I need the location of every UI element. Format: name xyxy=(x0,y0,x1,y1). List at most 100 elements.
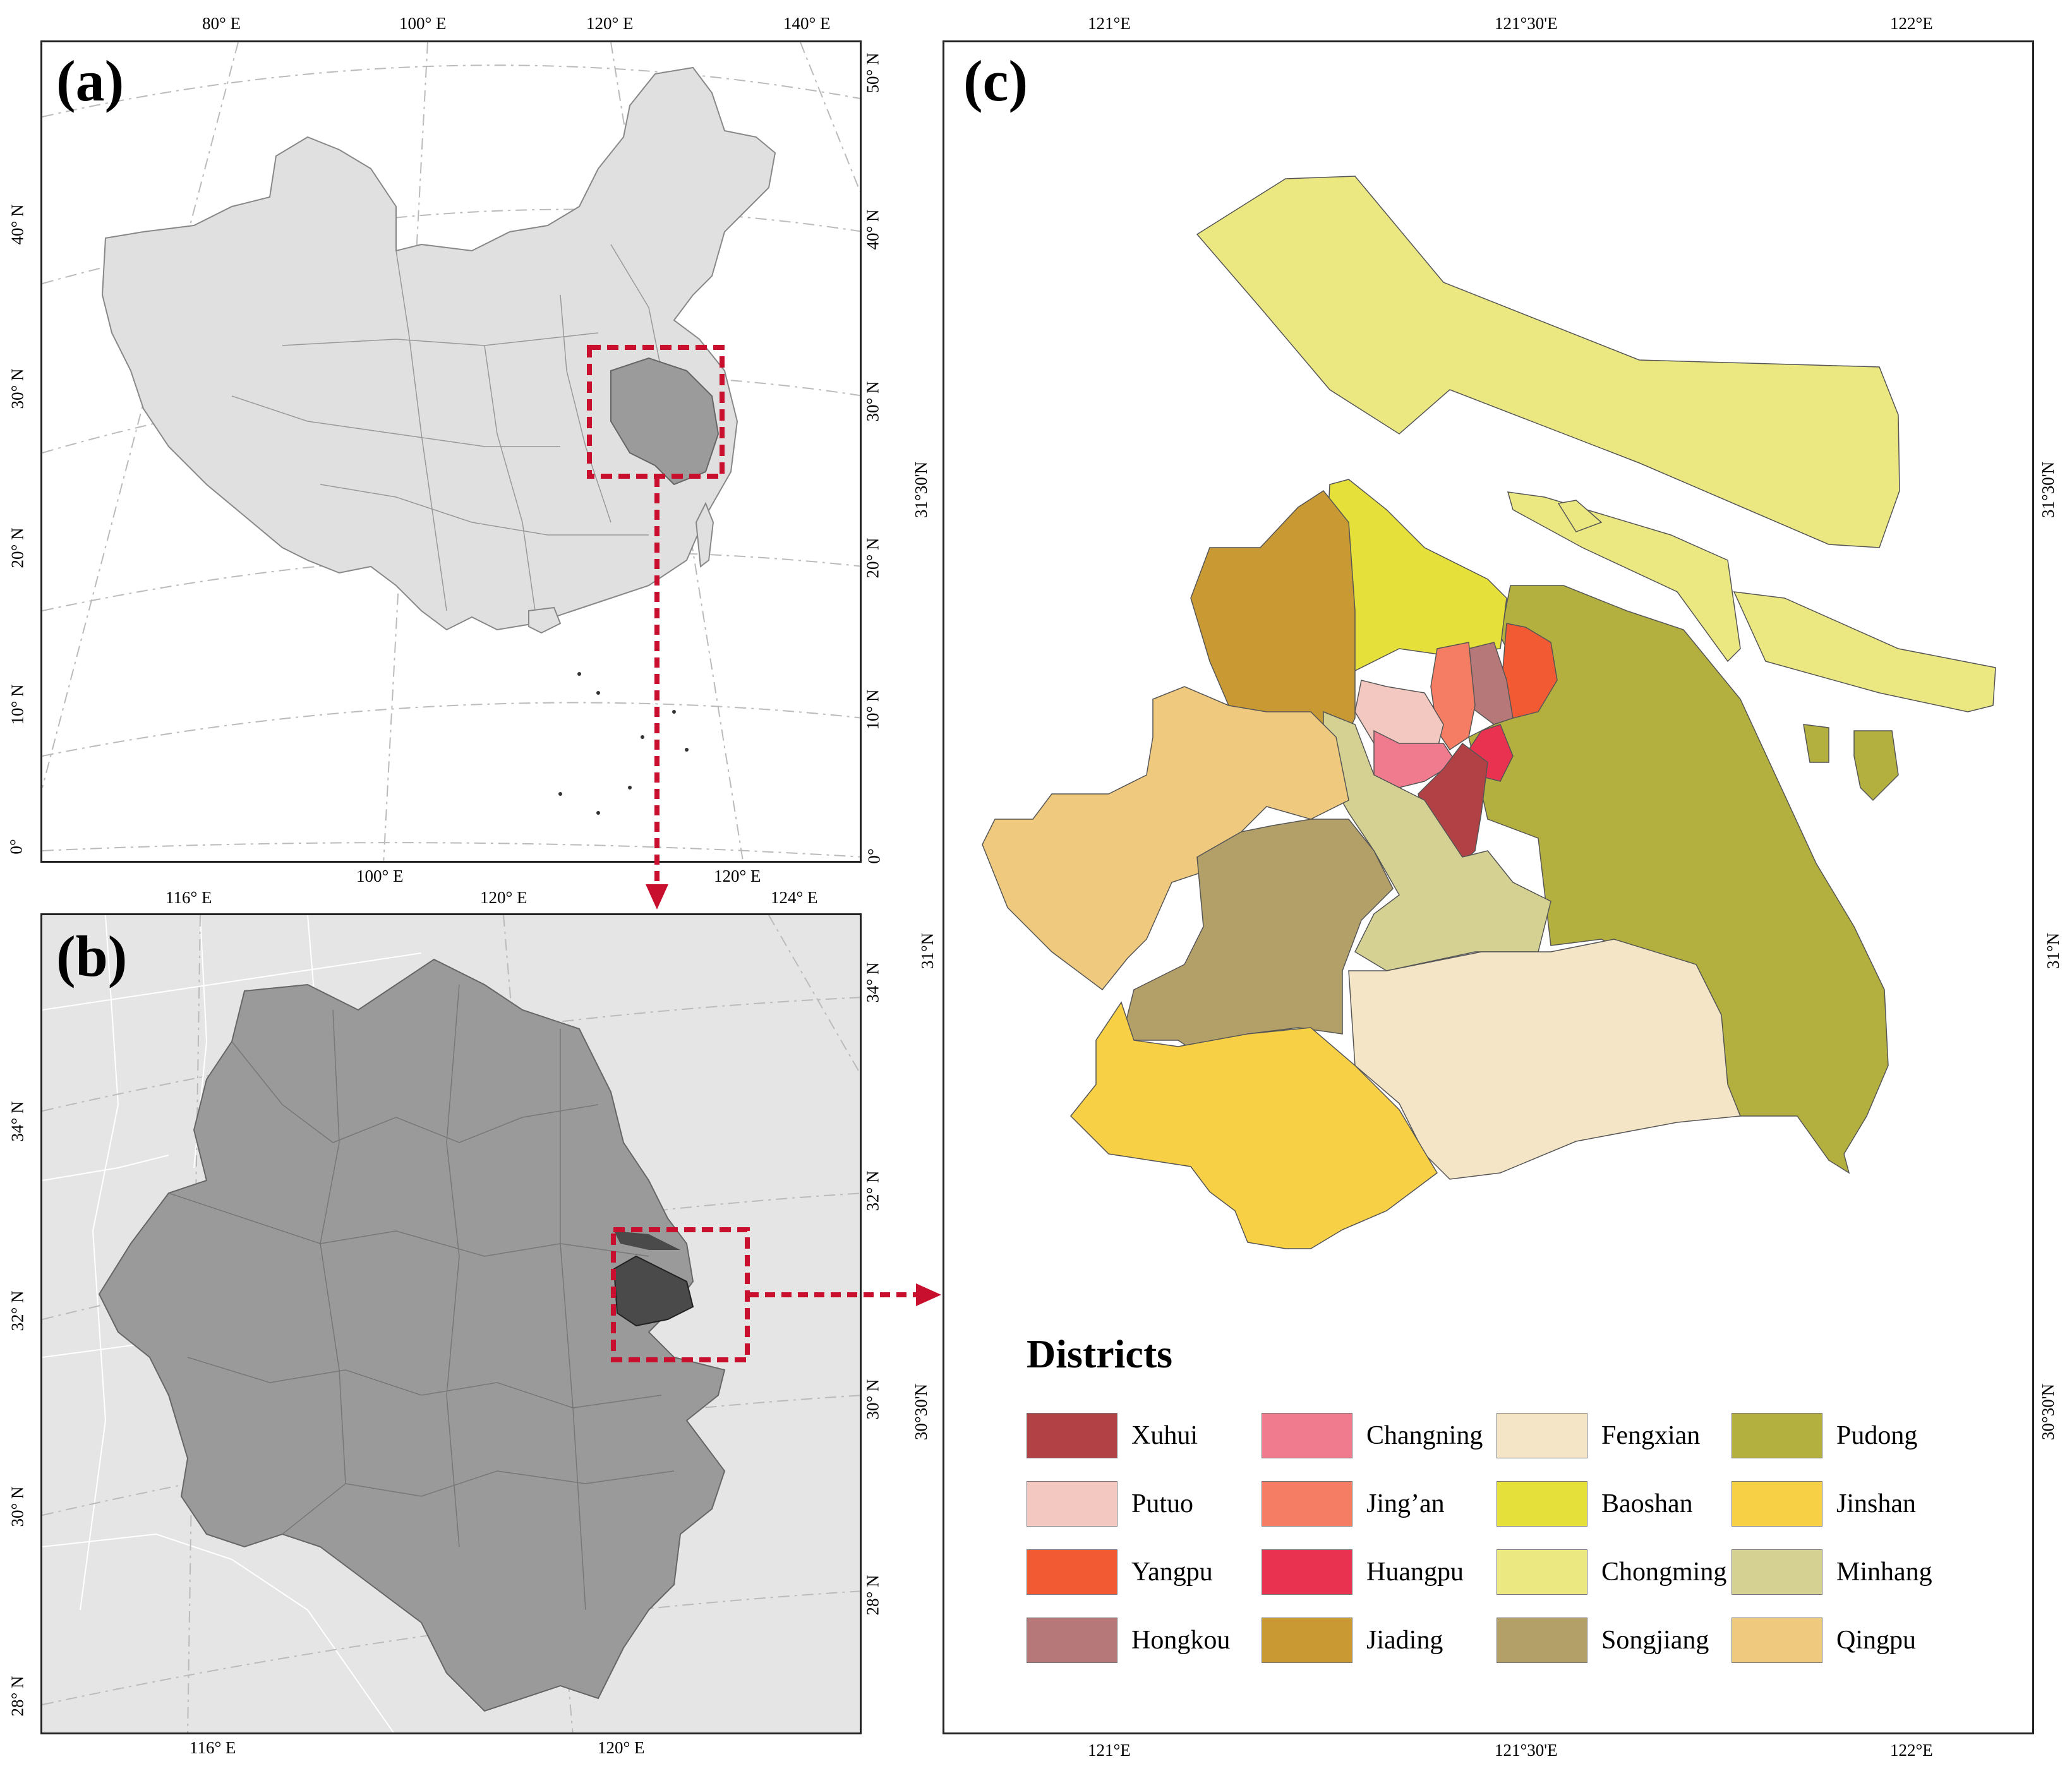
tick-b-top-2: 120° E xyxy=(480,888,527,907)
tick-a-left-1: 40° N xyxy=(8,204,27,245)
legend-item-changning: Changning xyxy=(1262,1413,1483,1458)
inset-box-b xyxy=(611,1227,750,1362)
legend-item-qingpu: Qingpu xyxy=(1732,1618,1916,1663)
legend-label: Fengxian xyxy=(1601,1421,1701,1450)
legend-label: Pudong xyxy=(1836,1421,1918,1450)
china-landmass xyxy=(101,66,776,631)
tick-a-bottom-1: 100° E xyxy=(356,867,404,885)
legend-swatch xyxy=(1732,1549,1822,1595)
legend-label: Jing’an xyxy=(1366,1489,1445,1518)
tick-b-left-1: 34° N xyxy=(8,1101,27,1142)
tick-a-right-5: 10° N xyxy=(863,689,882,730)
taiwan xyxy=(695,501,714,568)
legend-label: Changning xyxy=(1366,1421,1483,1450)
legend-item-minhang: Minhang xyxy=(1732,1549,1932,1595)
province-borders xyxy=(231,244,662,611)
tick-b-right-2: 32° N xyxy=(863,1170,882,1211)
tick-a-top-2: 100° E xyxy=(399,14,447,33)
legend-label: Qingpu xyxy=(1836,1626,1916,1655)
legend-label: Minhang xyxy=(1836,1558,1932,1587)
legend-swatch xyxy=(1732,1481,1822,1527)
legend-label: Jiading xyxy=(1366,1626,1443,1655)
east-china-provinces xyxy=(98,958,726,1712)
legend-label: Putuo xyxy=(1131,1489,1194,1518)
tick-b-left-2: 32° N xyxy=(8,1290,27,1331)
legend-swatch xyxy=(1027,1413,1117,1458)
tick-b-left-3: 30° N xyxy=(8,1486,27,1527)
legend-item-fengxian: Fengxian xyxy=(1497,1413,1700,1458)
legend-item-chongming: Chongming xyxy=(1497,1549,1726,1595)
legend-swatch xyxy=(1732,1618,1822,1663)
legend-swatch xyxy=(1262,1481,1352,1527)
tick-c-right-3: 30°30'N xyxy=(2039,1383,2058,1441)
tick-a-top-3: 120° E xyxy=(586,14,634,33)
tick-b-right-3: 30° N xyxy=(863,1379,882,1420)
tick-a-right-3: 30° N xyxy=(863,381,882,422)
tick-a-right-1: 50° N xyxy=(863,52,882,93)
tick-a-right-6: 0° xyxy=(864,848,884,864)
legend-swatch xyxy=(1027,1481,1117,1527)
tick-a-bottom-2: 120° E xyxy=(714,867,761,885)
legend-label: Chongming xyxy=(1601,1558,1727,1587)
tick-c-top-3: 122°E xyxy=(1890,14,1933,33)
legend-item-putuo: Putuo xyxy=(1027,1481,1193,1527)
panel-b-east-china-map: (b) xyxy=(40,913,862,1734)
tick-b-right-1: 34° N xyxy=(863,962,882,1003)
tick-c-left-1: 31°30'N xyxy=(912,461,931,519)
tick-a-left-3: 20° N xyxy=(8,527,27,568)
legend-item-hongkou: Hongkou xyxy=(1027,1618,1230,1663)
tick-c-top-1: 121°E xyxy=(1088,14,1131,33)
shanghai-region xyxy=(613,1255,694,1327)
district-chongming-island-2 xyxy=(1507,491,1741,663)
east-china-map xyxy=(42,915,860,1732)
legend-swatch xyxy=(1027,1549,1117,1595)
tick-b-top-3: 124° E xyxy=(771,888,818,907)
panel-a-china-map: (a) xyxy=(40,40,862,863)
legend-item-pudong: Pudong xyxy=(1732,1413,1917,1458)
legend-swatch xyxy=(1262,1618,1352,1663)
tick-b-top-1: 116° E xyxy=(166,888,212,907)
district-songjiang xyxy=(1121,819,1394,1054)
district-chongming xyxy=(1196,176,1900,548)
legend-item-yangpu: Yangpu xyxy=(1027,1549,1213,1595)
legend-swatch xyxy=(1732,1413,1822,1458)
hainan xyxy=(528,606,562,634)
legend-label: Yangpu xyxy=(1131,1558,1213,1587)
tick-c-bottom-2: 121°30'E xyxy=(1495,1741,1558,1760)
tick-c-bottom-1: 121°E xyxy=(1088,1741,1131,1760)
legend-item-xuhui: Xuhui xyxy=(1027,1413,1198,1458)
chongming-island-b xyxy=(614,1231,680,1250)
tick-a-left-2: 30° N xyxy=(8,368,27,409)
tick-c-top-2: 121°30'E xyxy=(1495,14,1558,33)
tick-a-left-4: 10° N xyxy=(8,684,27,725)
tick-c-right-1: 31°30'N xyxy=(2039,461,2058,519)
shanghai-districts-map xyxy=(982,176,1996,1249)
legend-swatch xyxy=(1027,1618,1117,1663)
tick-b-bottom-1: 116° E xyxy=(190,1738,236,1757)
prefecture-borders xyxy=(168,984,675,1611)
tick-a-right-2: 40° N xyxy=(863,209,882,250)
legend-swatch xyxy=(1497,1549,1587,1595)
legend-label: Xuhui xyxy=(1131,1421,1198,1450)
district-pudong-island-2 xyxy=(1853,730,1899,801)
tick-a-top-1: 80° E xyxy=(202,14,241,33)
district-chongming-island-3 xyxy=(1557,500,1603,532)
panel-a-label: (a) xyxy=(56,49,124,113)
tick-c-right-2: 31°N xyxy=(2044,932,2063,970)
tick-b-right-4: 28° N xyxy=(863,1575,882,1616)
legend-item-jingan: Jing’an xyxy=(1262,1481,1445,1527)
legend-swatch xyxy=(1497,1481,1587,1527)
panel-c-label: (c) xyxy=(963,49,1028,113)
district-pudong-island-1 xyxy=(1803,724,1829,763)
panel-b-label: (b) xyxy=(56,924,128,988)
legend-swatch xyxy=(1497,1618,1587,1663)
east-china-region xyxy=(610,357,720,486)
inset-box-a xyxy=(587,345,725,479)
legend-item-baoshan: Baoshan xyxy=(1497,1481,1693,1527)
legend-item-jinshan: Jinshan xyxy=(1732,1481,1916,1527)
district-chongming-island-4 xyxy=(1733,591,1996,712)
panel-c-shanghai-map: (c) Districts Xuhui Changning Fengxian Pudo… xyxy=(943,40,2034,1734)
legend-label: Jinshan xyxy=(1836,1489,1916,1518)
legend-label: Hongkou xyxy=(1131,1626,1231,1655)
tick-a-top-4: 140° E xyxy=(783,14,831,33)
